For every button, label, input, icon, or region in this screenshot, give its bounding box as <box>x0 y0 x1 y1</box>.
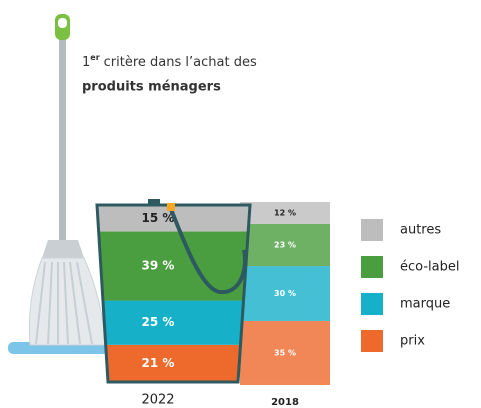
value-label: 12 % <box>274 208 296 217</box>
segment <box>97 300 250 345</box>
value-label: 35 % <box>274 348 296 357</box>
handle-clip <box>167 203 175 211</box>
segment <box>240 320 330 385</box>
legend-swatch <box>361 293 383 315</box>
bucket-handle <box>168 206 247 295</box>
value-label: 25 % <box>142 315 175 329</box>
value-label: 15 % <box>142 211 175 225</box>
x-label: 2022 <box>141 393 174 408</box>
bucket-ear <box>148 199 160 206</box>
segment <box>240 202 330 224</box>
mop-stick <box>59 30 66 245</box>
title-number: 1 <box>82 55 90 70</box>
x-labels: 2022 2018 <box>141 393 298 408</box>
column-2018 <box>240 202 330 385</box>
value-label: 23 % <box>274 241 296 250</box>
legend-label: éco-label <box>400 260 459 275</box>
data-labels: 21 % 25 % 39 % 15 % 35 % 30 % 23 % 12 % <box>142 208 296 369</box>
legend-swatch <box>361 256 383 278</box>
value-label: 30 % <box>274 289 296 298</box>
title-superscript: er <box>90 53 99 62</box>
legend-swatch <box>361 330 383 352</box>
bucket-outline <box>95 203 252 384</box>
legend-label: prix <box>400 334 425 349</box>
legend-label: marque <box>400 297 450 312</box>
x-label: 2018 <box>271 397 299 408</box>
legend-label: autres <box>400 223 441 238</box>
legend: prix marque éco-label autres <box>361 219 459 352</box>
value-label: 21 % <box>142 356 175 370</box>
mop-strands <box>35 261 93 345</box>
legend-swatch <box>361 219 383 241</box>
title-line2: produits ménagers <box>82 80 221 95</box>
segment <box>97 231 250 301</box>
segment <box>97 344 250 382</box>
segment <box>240 266 330 321</box>
mop <box>8 14 108 354</box>
value-label: 39 % <box>142 259 175 273</box>
mop-grip-hole <box>58 18 67 28</box>
title-text: critère dans l’achat des <box>104 55 257 70</box>
segment <box>240 223 330 267</box>
title-line1: 1er critère dans l’achat des <box>82 53 257 70</box>
mop-holder <box>42 240 84 258</box>
